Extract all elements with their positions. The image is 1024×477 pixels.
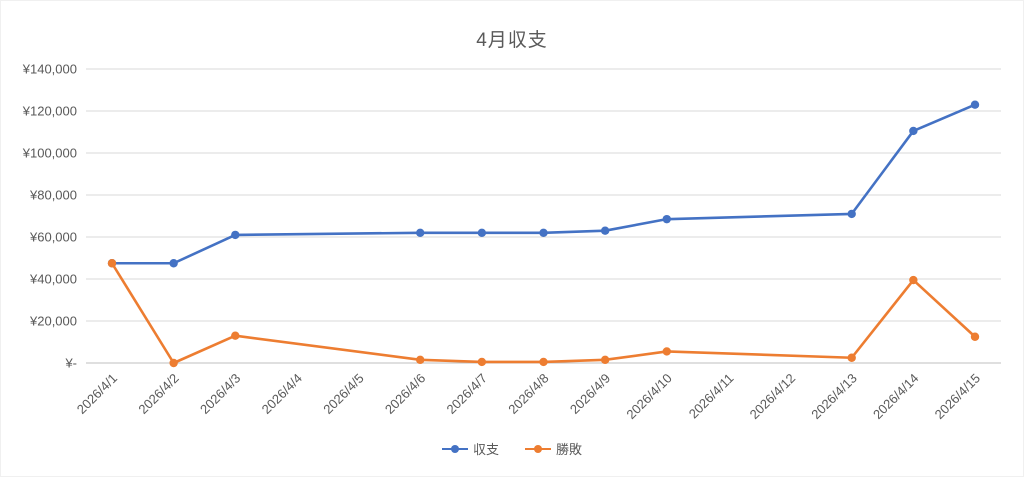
data-point-marker: [909, 126, 918, 136]
data-point-marker: [107, 259, 117, 268]
data-point-marker: [477, 357, 487, 367]
data-point-marker: [970, 100, 980, 109]
data-point-marker: [539, 228, 548, 237]
y-tick-label: ¥60,000: [29, 230, 77, 245]
data-point-marker: [847, 209, 856, 219]
data-point-marker: [231, 331, 240, 340]
x-tick-label: 2026/4/5: [320, 371, 366, 417]
chart-title: 4月収支: [476, 30, 548, 51]
x-tick-label: 2026/4/12: [747, 371, 799, 423]
y-tick-label: ¥-: [64, 356, 77, 371]
x-tick-label: 2026/4/4: [259, 371, 305, 417]
series-line-0: [110, 103, 977, 265]
y-tick-label: ¥140,000: [22, 62, 77, 77]
data-point-marker: [169, 259, 178, 268]
data-point-marker: [231, 230, 240, 240]
data-point-marker: [909, 275, 918, 285]
x-tick-label: 2026/4/6: [382, 371, 428, 417]
x-tick-label: 2026/4/10: [623, 371, 675, 423]
x-tick-label: 2026/4/9: [567, 371, 613, 417]
data-point-marker: [169, 358, 178, 368]
legend-label-balance: 収支: [472, 442, 499, 457]
y-tick-label: ¥40,000: [29, 272, 77, 287]
data-point-marker: [970, 332, 980, 341]
legend-item-winloss: 勝敗: [525, 439, 582, 458]
data-point-marker: [600, 226, 610, 235]
chart-legend: 収支 勝敗: [1, 439, 1023, 458]
legend-winloss-marker-icon: [525, 444, 551, 454]
x-tick-label: 2026/4/11: [686, 371, 737, 422]
data-point-marker: [477, 228, 487, 237]
data-point-marker: [539, 357, 548, 367]
y-tick-label: ¥120,000: [22, 104, 77, 119]
x-tick-label: 2026/4/7: [444, 371, 490, 417]
data-point-marker: [416, 355, 425, 365]
data-point-marker: [600, 355, 610, 365]
x-tick-label: 2026/4/14: [870, 371, 922, 423]
x-tick-label: 2026/4/2: [135, 371, 181, 417]
y-tick-label: ¥80,000: [29, 188, 77, 203]
y-tick-label: ¥20,000: [29, 314, 77, 329]
data-point-marker: [662, 214, 671, 224]
x-tick-label: 2026/4/8: [505, 371, 551, 417]
data-point-marker: [847, 353, 856, 362]
data-point-marker: [662, 347, 671, 356]
x-tick-label: 2026/4/1: [74, 371, 120, 417]
series-line-1: [110, 261, 977, 365]
legend-balance-marker-icon: [441, 444, 468, 454]
y-tick-label: ¥100,000: [22, 146, 77, 161]
x-tick-label: 2026/4/15: [932, 371, 984, 423]
legend-item-balance: 収支: [441, 439, 499, 458]
x-tick-label: 2026/4/3: [197, 371, 243, 417]
data-point-marker: [416, 228, 425, 237]
x-tick-label: 2026/4/13: [808, 371, 860, 423]
legend-label-winloss: 勝敗: [556, 442, 583, 457]
